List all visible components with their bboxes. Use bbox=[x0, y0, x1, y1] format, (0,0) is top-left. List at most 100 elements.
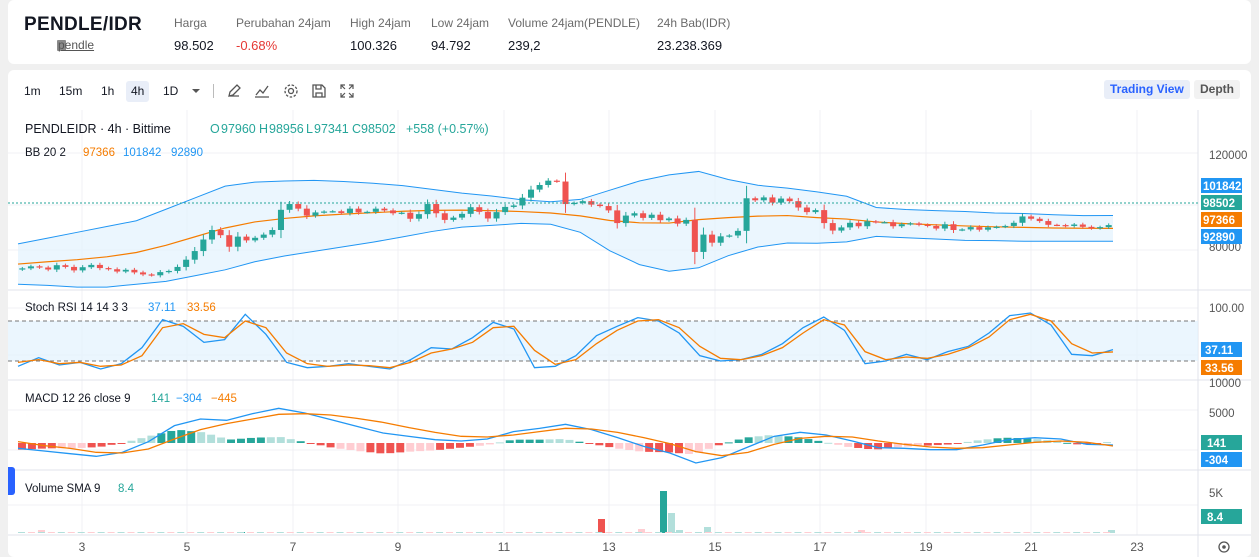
macd-histogram-bar bbox=[655, 443, 664, 453]
bb-basis-tag bbox=[1201, 212, 1242, 227]
macd-histogram-bar bbox=[485, 443, 494, 445]
change-value: +558 (+0.57%) bbox=[406, 122, 489, 136]
candle-body bbox=[71, 266, 78, 271]
stat-24h-idr: 24h Bab(IDR) 23.238.369 bbox=[657, 16, 730, 53]
pair-link[interactable]: pendle bbox=[58, 38, 95, 52]
candle-body bbox=[88, 264, 95, 268]
candle-body bbox=[321, 211, 328, 213]
macd-histogram-bar bbox=[246, 437, 255, 443]
macd-histogram-bar bbox=[983, 439, 992, 443]
volume-bar bbox=[684, 532, 692, 533]
candle-body bbox=[579, 201, 586, 203]
macd-histogram-bar bbox=[465, 443, 474, 447]
candle-body bbox=[1071, 224, 1078, 226]
volume-bar bbox=[933, 532, 941, 533]
candle-body bbox=[752, 198, 759, 201]
volume-tag bbox=[1201, 509, 1242, 524]
volume-bar bbox=[117, 532, 125, 533]
stoch-k-tag-text: 37.11 bbox=[1205, 345, 1234, 357]
volume-bar bbox=[973, 532, 981, 533]
candle-body bbox=[96, 264, 103, 269]
stoch-d-tag-text: 33.56 bbox=[1205, 363, 1234, 375]
stoch-rsi-pane bbox=[8, 312, 1198, 370]
low-label: L bbox=[306, 122, 313, 136]
chevron-down-icon[interactable] bbox=[188, 83, 204, 99]
candle-body bbox=[277, 209, 284, 230]
volume-bar bbox=[804, 532, 812, 533]
macd-histogram-bar bbox=[237, 438, 245, 443]
candle-body bbox=[941, 224, 948, 229]
volume-tag-text: 8.4 bbox=[1207, 512, 1224, 524]
volume-bar bbox=[724, 532, 732, 533]
trading-view-button[interactable]: Trading View bbox=[1104, 80, 1190, 99]
timeframe-1d[interactable]: 1D bbox=[163, 84, 179, 98]
volume-bar bbox=[246, 532, 254, 533]
candle-body bbox=[631, 213, 638, 216]
stat-value: 239,2 bbox=[508, 38, 541, 53]
macd-histogram-bar bbox=[495, 442, 504, 444]
price-chart[interactable]: PENDLEIDR · 4h · Bittime O 97960 H 98956… bbox=[8, 110, 1251, 557]
volume-bar bbox=[1023, 532, 1031, 533]
indicator-line-icon[interactable] bbox=[254, 83, 270, 99]
volume-bar bbox=[625, 532, 633, 533]
candle-body bbox=[157, 272, 164, 276]
candle-body bbox=[734, 230, 741, 236]
pair-title: PENDLE/IDR bbox=[24, 14, 143, 35]
x-tick: 19 bbox=[919, 540, 933, 554]
macd-histogram-bar bbox=[774, 435, 783, 443]
timeframe-15m[interactable]: 15m bbox=[59, 84, 83, 98]
candle-body bbox=[622, 215, 629, 224]
candle-body bbox=[217, 230, 224, 236]
macd-histogram-bar bbox=[923, 443, 932, 446]
bb-lower-value: 92890 bbox=[171, 147, 203, 159]
candle-body bbox=[1019, 216, 1026, 223]
gear-icon[interactable] bbox=[283, 83, 299, 99]
x-tick: 15 bbox=[708, 540, 722, 554]
candle-body bbox=[812, 210, 819, 213]
volume-bar bbox=[754, 532, 762, 533]
stoch-d-tag bbox=[1201, 360, 1242, 375]
candle-body bbox=[700, 234, 707, 252]
volume-bar bbox=[137, 532, 145, 533]
volume-bar bbox=[266, 532, 274, 533]
save-icon[interactable] bbox=[311, 83, 327, 99]
volume-bar bbox=[217, 532, 225, 533]
macd-histogram-bar bbox=[207, 434, 216, 443]
macd-histogram-bar bbox=[714, 443, 723, 446]
volume-bar bbox=[286, 532, 294, 533]
volume-bar bbox=[668, 513, 675, 533]
volume-value: 8.4 bbox=[118, 483, 135, 495]
macd-histogram-bar bbox=[635, 443, 644, 452]
candle-body bbox=[553, 180, 560, 182]
volume-bar bbox=[963, 532, 971, 533]
pencil-icon[interactable] bbox=[226, 83, 242, 99]
settings-icon[interactable] bbox=[1218, 541, 1230, 553]
bb-upper-tag-text: 101842 bbox=[1203, 181, 1241, 193]
macd-histogram-bar bbox=[794, 437, 803, 443]
volume-bar bbox=[704, 532, 712, 533]
timeframe-4h[interactable]: 4h bbox=[126, 81, 150, 102]
candle-body bbox=[1097, 227, 1104, 229]
collapse-handle[interactable] bbox=[8, 467, 15, 495]
volume-bar bbox=[704, 527, 711, 533]
volume-bar bbox=[913, 532, 921, 533]
volume-bar bbox=[1108, 530, 1115, 533]
candle-body bbox=[665, 218, 672, 221]
volume-bar bbox=[1053, 532, 1061, 533]
volume-bar bbox=[525, 532, 533, 533]
volume-bar bbox=[814, 532, 822, 533]
stat-label: Harga bbox=[174, 16, 207, 30]
volume-bar bbox=[993, 532, 1001, 533]
last-price-tag-text: 98502 bbox=[1203, 198, 1235, 210]
volume-bar bbox=[505, 532, 513, 533]
timeframe-1h[interactable]: 1h bbox=[101, 84, 115, 98]
timeframe-1m[interactable]: 1m bbox=[24, 84, 41, 98]
axis-tick: 80000 bbox=[1209, 242, 1241, 254]
volume-bar bbox=[396, 532, 404, 533]
macd-histogram-bar bbox=[137, 438, 146, 443]
candle-body bbox=[338, 211, 345, 213]
macd-histogram-bar bbox=[854, 443, 863, 448]
depth-button[interactable]: Depth bbox=[1194, 80, 1240, 99]
candle-body bbox=[1002, 225, 1009, 228]
fullscreen-icon[interactable] bbox=[339, 83, 355, 99]
